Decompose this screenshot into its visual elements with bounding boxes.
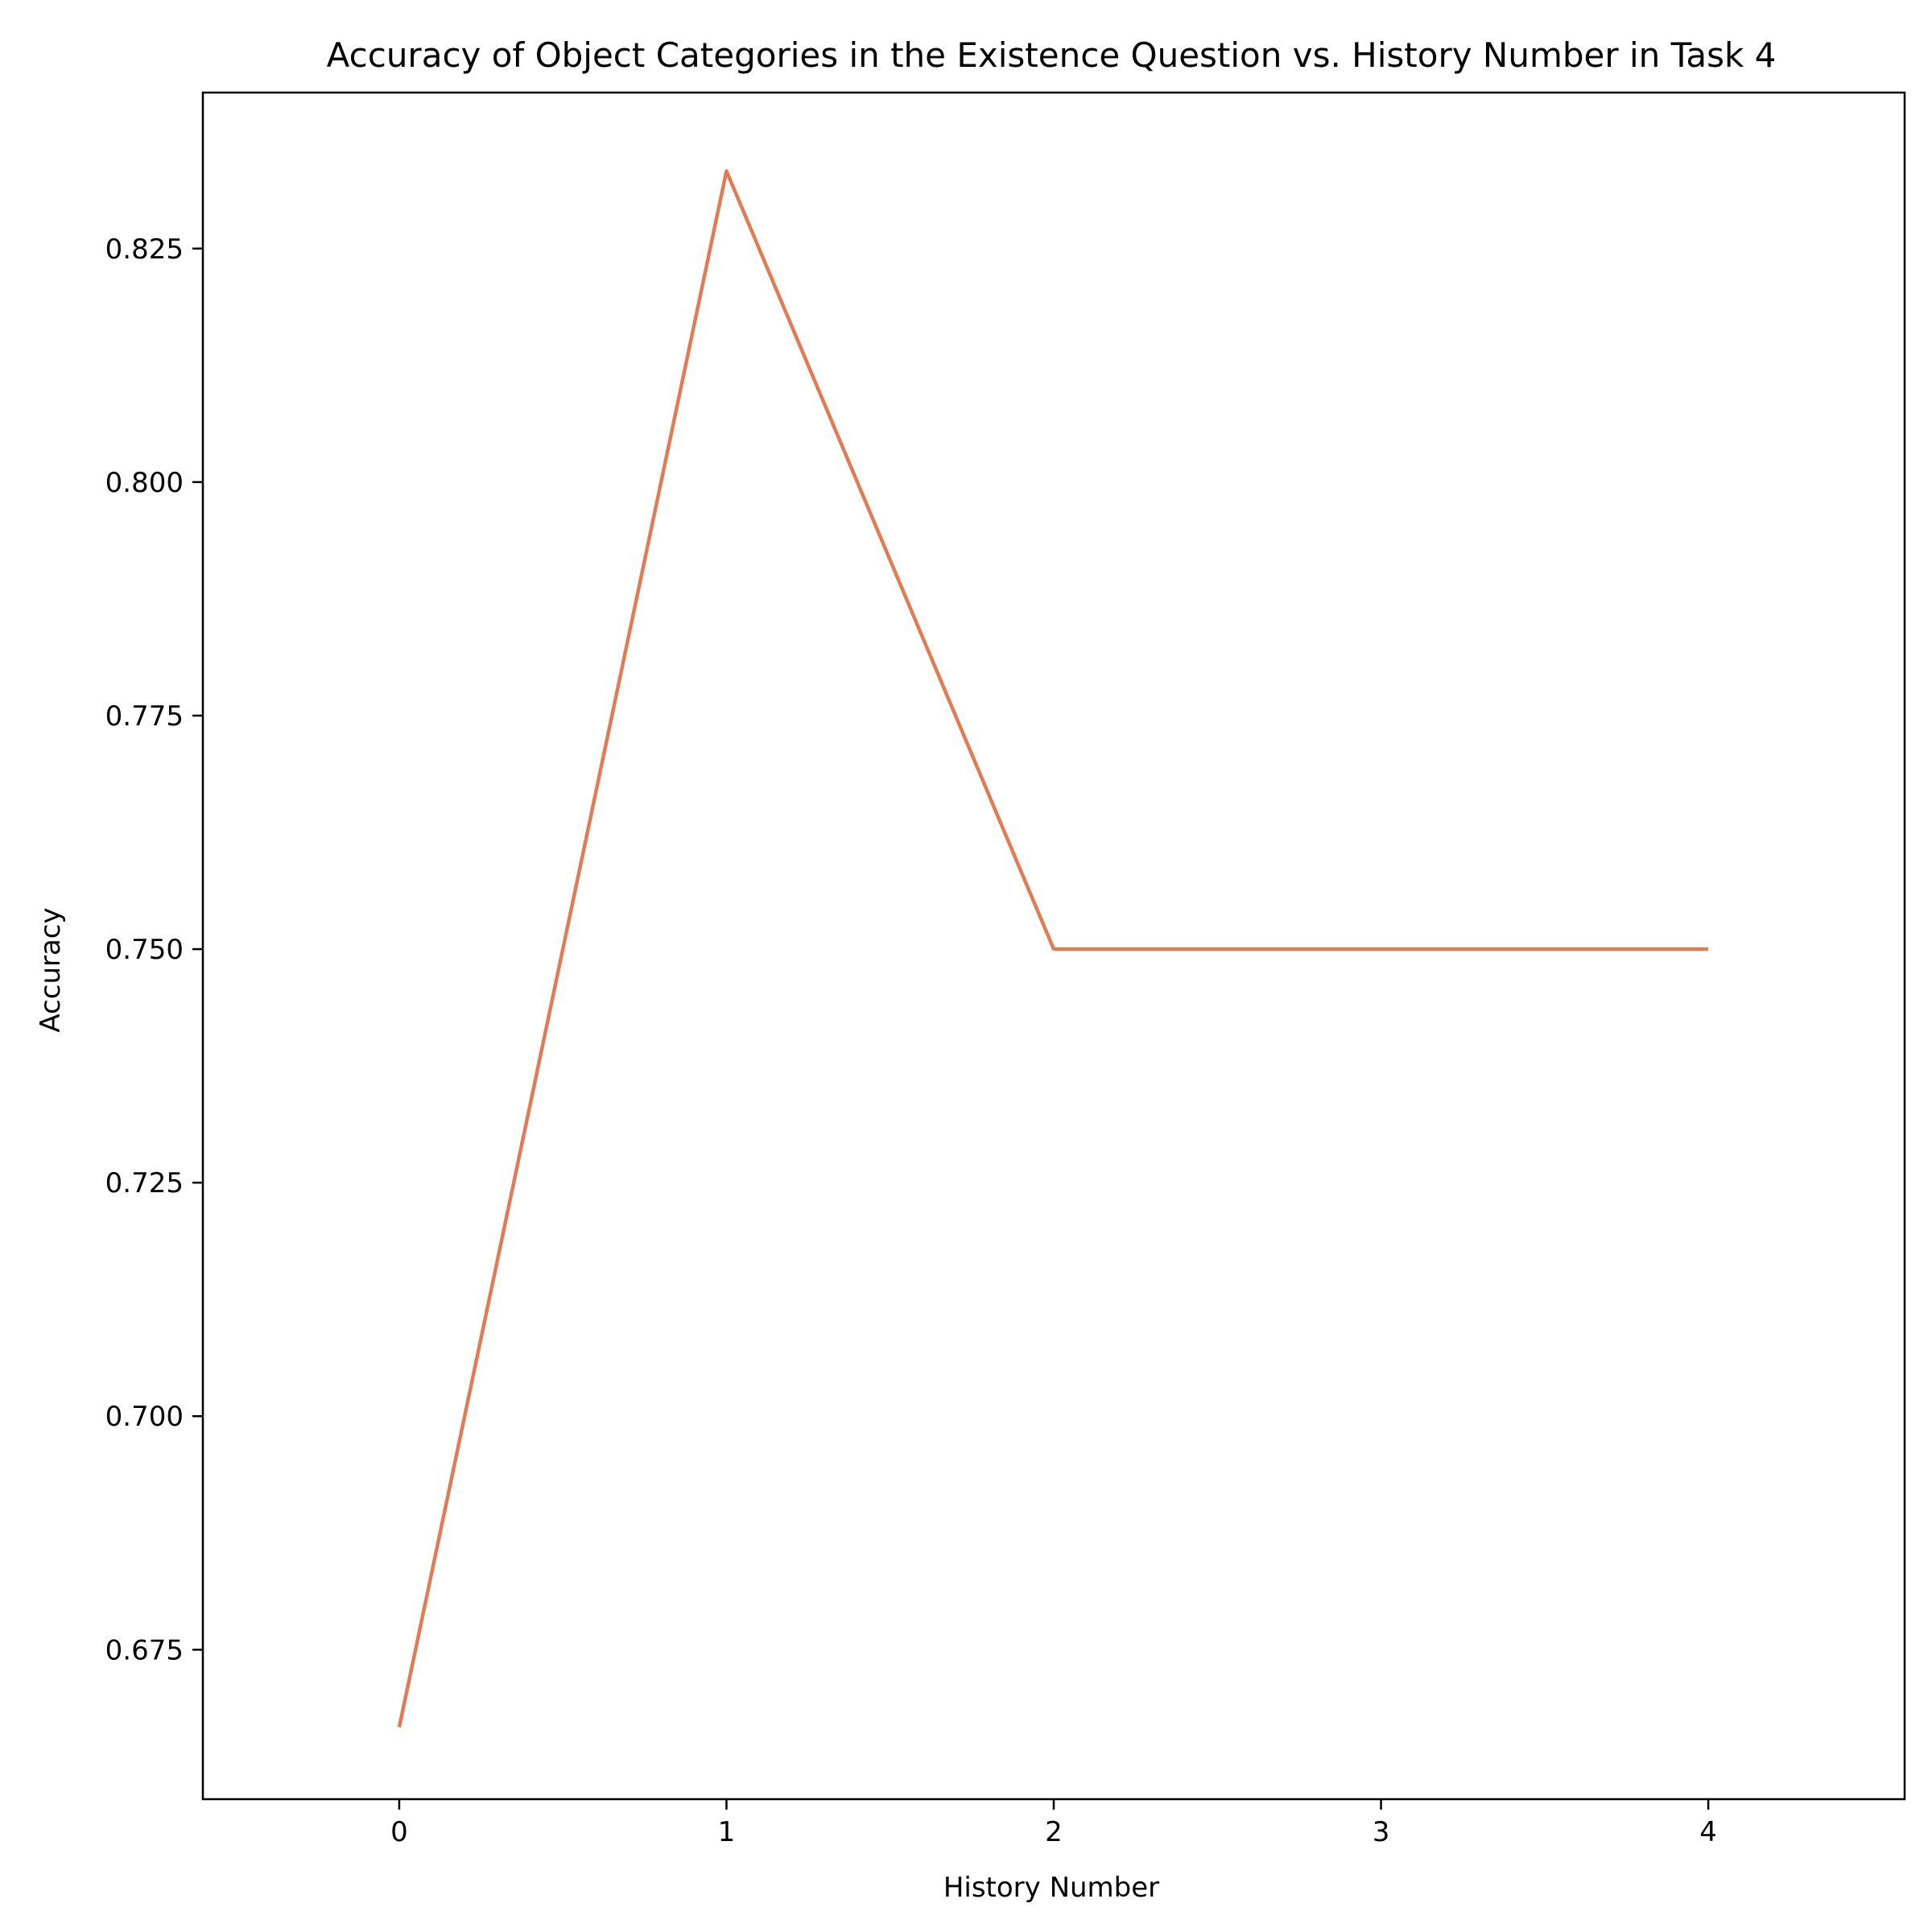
chart-title: Accuracy of Object Categories in the Exi…	[327, 35, 1777, 75]
y-tick-label: 0.750	[105, 934, 184, 966]
y-tick-label: 0.700	[105, 1401, 184, 1433]
x-axis: 0 1 2 3 4	[390, 1799, 1717, 1848]
x-tick-label: 0	[390, 1816, 408, 1848]
y-tick-label: 0.825	[105, 233, 184, 266]
series-layer	[397, 169, 1709, 1728]
x-tick-label: 1	[718, 1816, 736, 1848]
y-tick-label: 0.800	[105, 467, 184, 499]
x-axis-title: History Number	[943, 1872, 1159, 1904]
series-line	[397, 169, 1709, 1728]
y-tick-label: 0.775	[105, 700, 184, 733]
y-axis-title: Accuracy	[35, 907, 67, 1032]
y-axis: 0.675 0.700 0.725 0.750 0.775 0.800 0.825	[105, 233, 203, 1666]
x-tick-label: 4	[1699, 1816, 1717, 1848]
y-tick-label: 0.675	[105, 1634, 184, 1666]
x-tick-label: 3	[1373, 1816, 1390, 1848]
x-tick-label: 2	[1045, 1816, 1063, 1848]
y-tick-label: 0.725	[105, 1167, 184, 1199]
